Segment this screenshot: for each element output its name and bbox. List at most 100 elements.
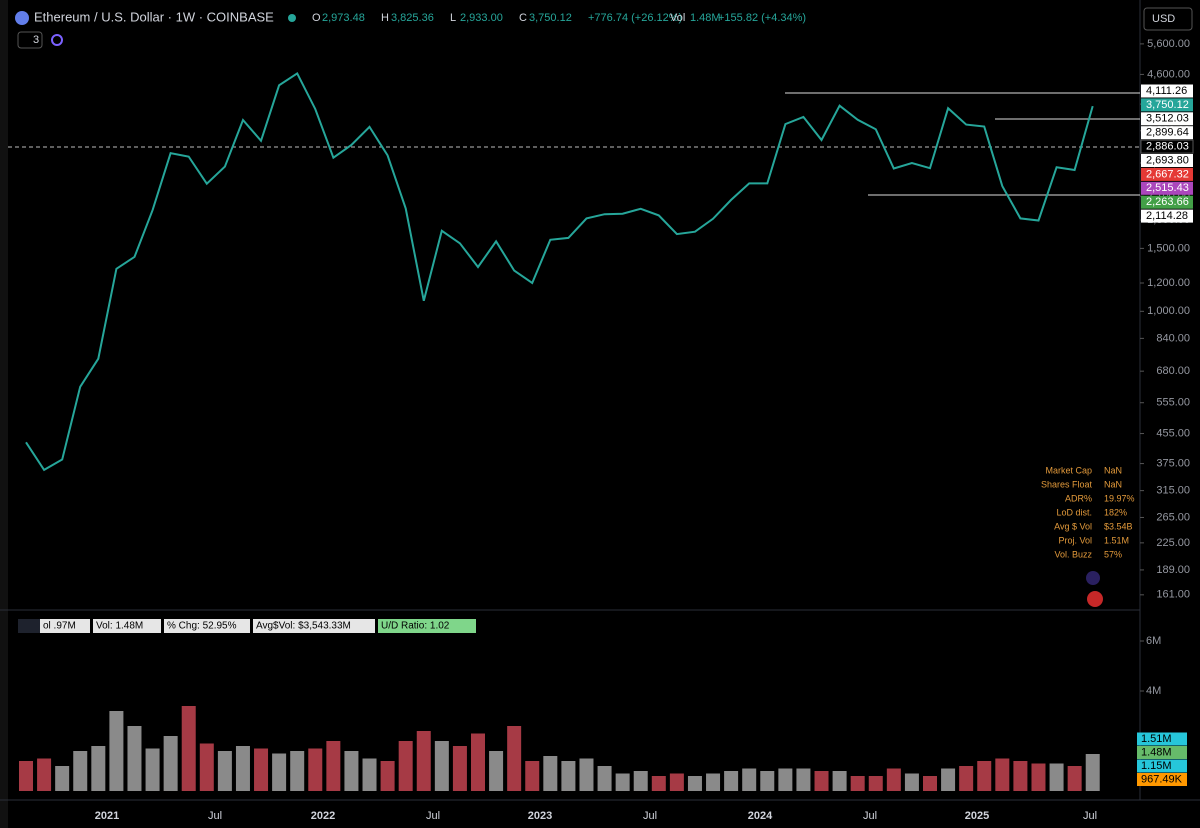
y-tick-label: 265.00 (1156, 511, 1190, 523)
volume-bar (579, 758, 594, 791)
currency[interactable]: USD (1152, 13, 1175, 25)
volume-bar (308, 748, 323, 791)
y-tick-label: 225.00 (1156, 537, 1190, 549)
stat-value: 1.51M (1104, 535, 1129, 545)
x-tick-label: 2021 (95, 810, 119, 822)
indicator-toggle[interactable] (17, 31, 43, 49)
volume-bar (326, 741, 341, 791)
indicator-count[interactable]: 3 (33, 34, 39, 46)
price-tag-label: 3,750.12 (1146, 99, 1189, 111)
y-tick-label: 189.00 (1156, 564, 1190, 576)
x-tick-label: Jul (863, 810, 877, 822)
vol-value: 1.48M (690, 12, 721, 24)
ohlc-key: L (450, 12, 456, 24)
y-tick-label: 4,600.00 (1147, 68, 1190, 80)
price-tag-label: 4,111.26 (1146, 85, 1187, 97)
volume-bar (37, 758, 52, 791)
assistant-icon[interactable] (1086, 571, 1100, 585)
symbol[interactable]: Ethereum / U.S. Dollar · 1W · COINBASE (34, 9, 274, 24)
y-tick-label: 315.00 (1156, 485, 1190, 497)
volume-bar (778, 768, 793, 791)
price-tag-label: 2,899.64 (1146, 127, 1189, 139)
price-tag (1141, 154, 1193, 167)
y-tick-label: 161.00 (1156, 589, 1190, 601)
volume-tag (1137, 759, 1187, 773)
price-tag (1141, 167, 1193, 181)
volume-bar (272, 753, 287, 791)
volume-bar (669, 773, 684, 791)
volume-bar (742, 768, 757, 791)
x-tick-label: Jul (208, 810, 222, 822)
refresh-icon[interactable] (51, 34, 63, 46)
y-tick-label: 1,200.00 (1147, 277, 1190, 289)
volume-tag-label: 967.49K (1141, 773, 1183, 785)
volume-bar (434, 741, 449, 791)
price-tag-label: 2,263.66 (1146, 196, 1189, 208)
volume-bar (651, 776, 666, 791)
flag-icon[interactable] (1087, 591, 1103, 607)
stat-value: 19.97% (1104, 493, 1135, 503)
volume-bar (1085, 754, 1100, 791)
price-tag-label: 2,886.03 (1146, 141, 1189, 153)
volume-tag-label: 1.15M (1141, 760, 1172, 772)
volume-bar (1013, 761, 1028, 791)
volume-bar (471, 733, 485, 791)
legend-box (253, 619, 375, 633)
volume-tag-label: 1.51M (1141, 733, 1172, 745)
volume-bar (507, 726, 522, 791)
price-line (25, 71, 1094, 472)
stat-value: NaN (1104, 465, 1122, 475)
volume-bar (868, 776, 883, 791)
volume-bar (344, 751, 359, 791)
vol-key: Vol (670, 12, 685, 24)
volume-bar (254, 748, 269, 791)
volume-tag (1137, 732, 1187, 746)
stat-value: $3.54B (1104, 521, 1133, 531)
currency-button[interactable] (1143, 7, 1193, 31)
x-tick-label: 2023 (528, 810, 552, 822)
ohlc-key: C (519, 12, 527, 24)
volume-bar (941, 768, 956, 791)
volume-bar (145, 748, 160, 791)
legend-icons (18, 619, 40, 633)
left-toolbar[interactable] (0, 0, 8, 828)
volume-bar (561, 761, 576, 791)
ohlc-value: 3,825.36 (391, 12, 434, 24)
volume-bar (235, 746, 250, 791)
change: +776.74 (+26.12%) (588, 12, 682, 24)
ohlc-value: 2,933.00 (460, 12, 503, 24)
price-tag-label: 2,515.43 (1146, 182, 1189, 194)
price-tag (1141, 195, 1193, 209)
price-tag (1141, 181, 1193, 195)
volume-tag (1137, 773, 1187, 786)
stat-label: ADR% (1065, 493, 1092, 503)
volume-bar (832, 771, 847, 791)
volume-bar (1067, 766, 1082, 791)
volume-bar (814, 771, 829, 791)
volume-bar (199, 743, 214, 791)
price-tag-label: 2,114.28 (1146, 210, 1188, 222)
volume-bar (489, 751, 504, 791)
y-tick-label: 455.00 (1156, 427, 1190, 439)
volume-bar (362, 758, 377, 791)
legend-box (93, 619, 161, 633)
stat-label: Vol. Buzz (1054, 549, 1092, 559)
price-tag-label: 2,667.32 (1146, 168, 1189, 180)
ohlc-key: O (312, 12, 321, 24)
price-tag (1140, 139, 1194, 154)
volume-bar (904, 773, 919, 791)
volume-bar (995, 758, 1010, 791)
volume-bar (416, 731, 431, 791)
y-tick-label: 1,000.00 (1147, 305, 1190, 317)
volume-bar (127, 726, 142, 791)
volume-bar (73, 751, 88, 791)
price-tag (1141, 84, 1193, 98)
stat-value: NaN (1104, 479, 1122, 489)
volume-bar (1049, 763, 1064, 791)
x-tick-label: 2025 (965, 810, 989, 822)
volume-bar (850, 776, 865, 791)
stat-label: LoD dist. (1056, 507, 1092, 517)
volume-bar (543, 756, 558, 791)
volume-bar (398, 741, 413, 791)
price-tag (1141, 126, 1193, 140)
